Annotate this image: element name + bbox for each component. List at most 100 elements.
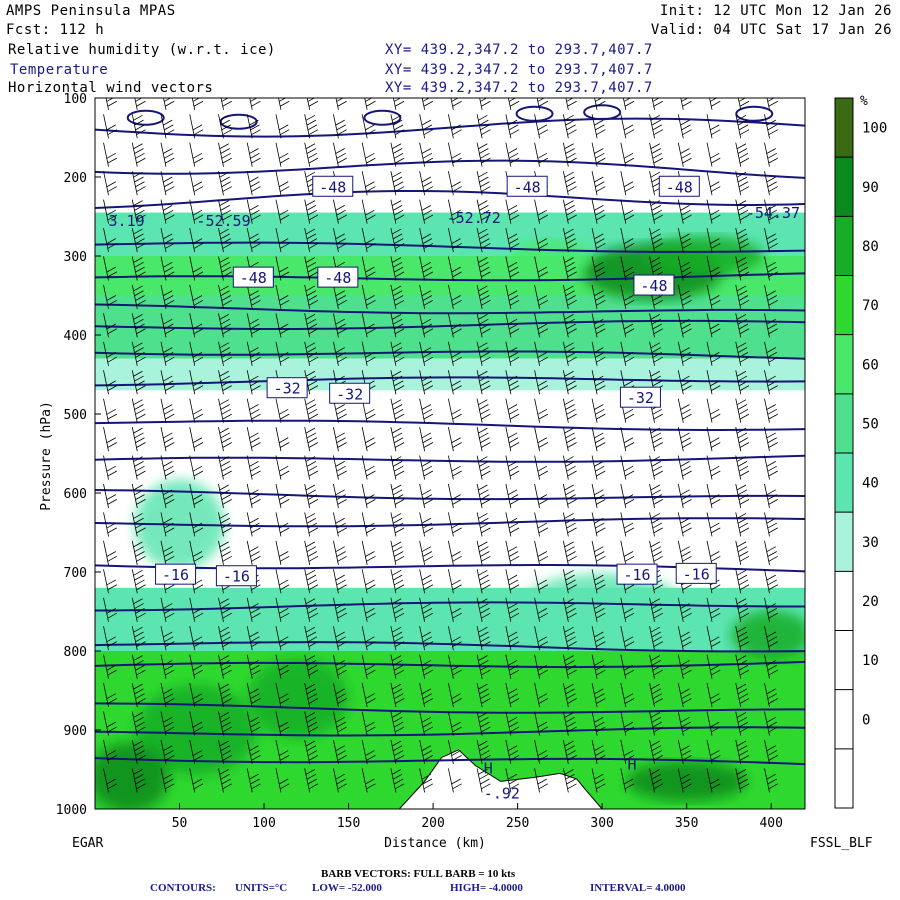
- wind-barb: [160, 427, 175, 452]
- wind-barb: [103, 768, 117, 793]
- wind-barb: [534, 483, 549, 509]
- wind-barb: [160, 171, 175, 196]
- wind-barb: [649, 739, 663, 765]
- wind-barb: [304, 512, 319, 537]
- wind-barb: [275, 427, 290, 452]
- wind-barb: [304, 768, 319, 793]
- y-tick-label: 900: [64, 724, 87, 739]
- wind-barb: [304, 569, 319, 594]
- wind-barb: [764, 597, 778, 622]
- wind-barb: [131, 739, 146, 765]
- wind-barb: [562, 654, 577, 679]
- rh-patch: [731, 610, 805, 661]
- contour-label: -48: [317, 266, 359, 288]
- svg-text:-32: -32: [336, 385, 363, 403]
- wind-barb: [591, 199, 606, 224]
- extreme-label: -54.37: [746, 204, 800, 222]
- wind-barb: [333, 768, 347, 793]
- wind-barb: [677, 455, 692, 480]
- wind-barb: [218, 370, 232, 395]
- wind-barb: [103, 569, 117, 594]
- wind-barb: [622, 98, 635, 110]
- wind-barb: [562, 142, 577, 167]
- wind-barb: [706, 114, 721, 139]
- contour-label: -16: [675, 562, 717, 584]
- wind-barb: [591, 626, 606, 651]
- wind-barb: [562, 284, 577, 310]
- temperature-contour-loop: [735, 105, 774, 122]
- wind-barb: [735, 483, 750, 509]
- colorbar-swatch: [835, 630, 853, 690]
- wind-barb: [333, 313, 347, 338]
- wind-barb: [447, 427, 462, 452]
- colorbar-swatch: [835, 453, 853, 513]
- wind-barb: [562, 427, 577, 452]
- temperature-contour-loop: [363, 109, 402, 126]
- extreme-label: H: [484, 759, 493, 777]
- wind-barb: [304, 540, 319, 565]
- wind-barb: [189, 171, 204, 196]
- colorbar-label: 100: [862, 121, 887, 137]
- wind-barb: [591, 739, 606, 765]
- wind-barb: [764, 341, 778, 366]
- wind-barb: [562, 540, 577, 565]
- wind-barb: [505, 711, 520, 736]
- wind-barb: [620, 711, 635, 736]
- wind-barb: [103, 683, 117, 708]
- wind-barb: [160, 739, 175, 765]
- wind-barb: [218, 199, 232, 224]
- temperature-contour: [95, 660, 805, 669]
- wind-barb: [160, 626, 175, 651]
- wind-barb: [476, 284, 491, 310]
- wind-barb: [764, 284, 778, 310]
- field2-xy: XY= 439.2,347.2 to 293.7,407.7: [385, 62, 653, 78]
- wind-barb: [103, 313, 117, 338]
- wind-barb: [505, 284, 520, 310]
- wind-barb: [134, 98, 146, 110]
- wind-barb: [677, 683, 692, 708]
- wind-barb: [131, 626, 146, 651]
- wind-barb: [620, 540, 635, 565]
- temperature-contour: [95, 702, 805, 714]
- wind-barb: [189, 341, 204, 366]
- wind-barb: [447, 739, 462, 765]
- contour-units: UNITS=°C: [235, 882, 288, 894]
- wind-barb: [706, 398, 721, 423]
- wind-barb: [246, 341, 261, 366]
- wind-barb: [333, 142, 347, 167]
- wind-barb: [649, 142, 663, 167]
- rh-patch: [247, 658, 348, 739]
- wind-barb: [131, 483, 146, 509]
- wind-barb: [677, 227, 692, 253]
- wind-barb: [447, 370, 462, 395]
- wind-barb: [764, 768, 778, 793]
- temperature-contour: [95, 517, 805, 528]
- contour-label: -16: [616, 563, 658, 585]
- wind-barb: [505, 768, 520, 793]
- wind-barb: [620, 739, 635, 765]
- wind-barb: [706, 256, 721, 281]
- wind-barb: [706, 739, 721, 765]
- wind-barb: [591, 341, 606, 366]
- contours-label: CONTOURS:: [150, 882, 216, 894]
- wind-barb: [246, 227, 261, 253]
- wind-barb: [591, 398, 606, 423]
- svg-text:-16: -16: [683, 565, 710, 583]
- colorbar-swatch: [835, 571, 853, 631]
- x-tick-label: 150: [337, 816, 360, 831]
- wind-barb: [620, 597, 635, 622]
- wind-barb: [218, 256, 232, 281]
- wind-barb: [534, 114, 549, 139]
- svg-text:-48: -48: [324, 269, 351, 287]
- wind-barb: [764, 512, 778, 537]
- wind-barb: [594, 98, 606, 110]
- wind-barb: [189, 199, 204, 224]
- wind-barb: [390, 370, 405, 395]
- wind-barb: [361, 341, 376, 366]
- wind-barb: [591, 683, 606, 708]
- wind-barb: [677, 597, 692, 622]
- wind-barb: [304, 626, 319, 651]
- wind-barb: [562, 569, 577, 594]
- wind-barb: [361, 199, 376, 224]
- wind-barb: [246, 398, 261, 423]
